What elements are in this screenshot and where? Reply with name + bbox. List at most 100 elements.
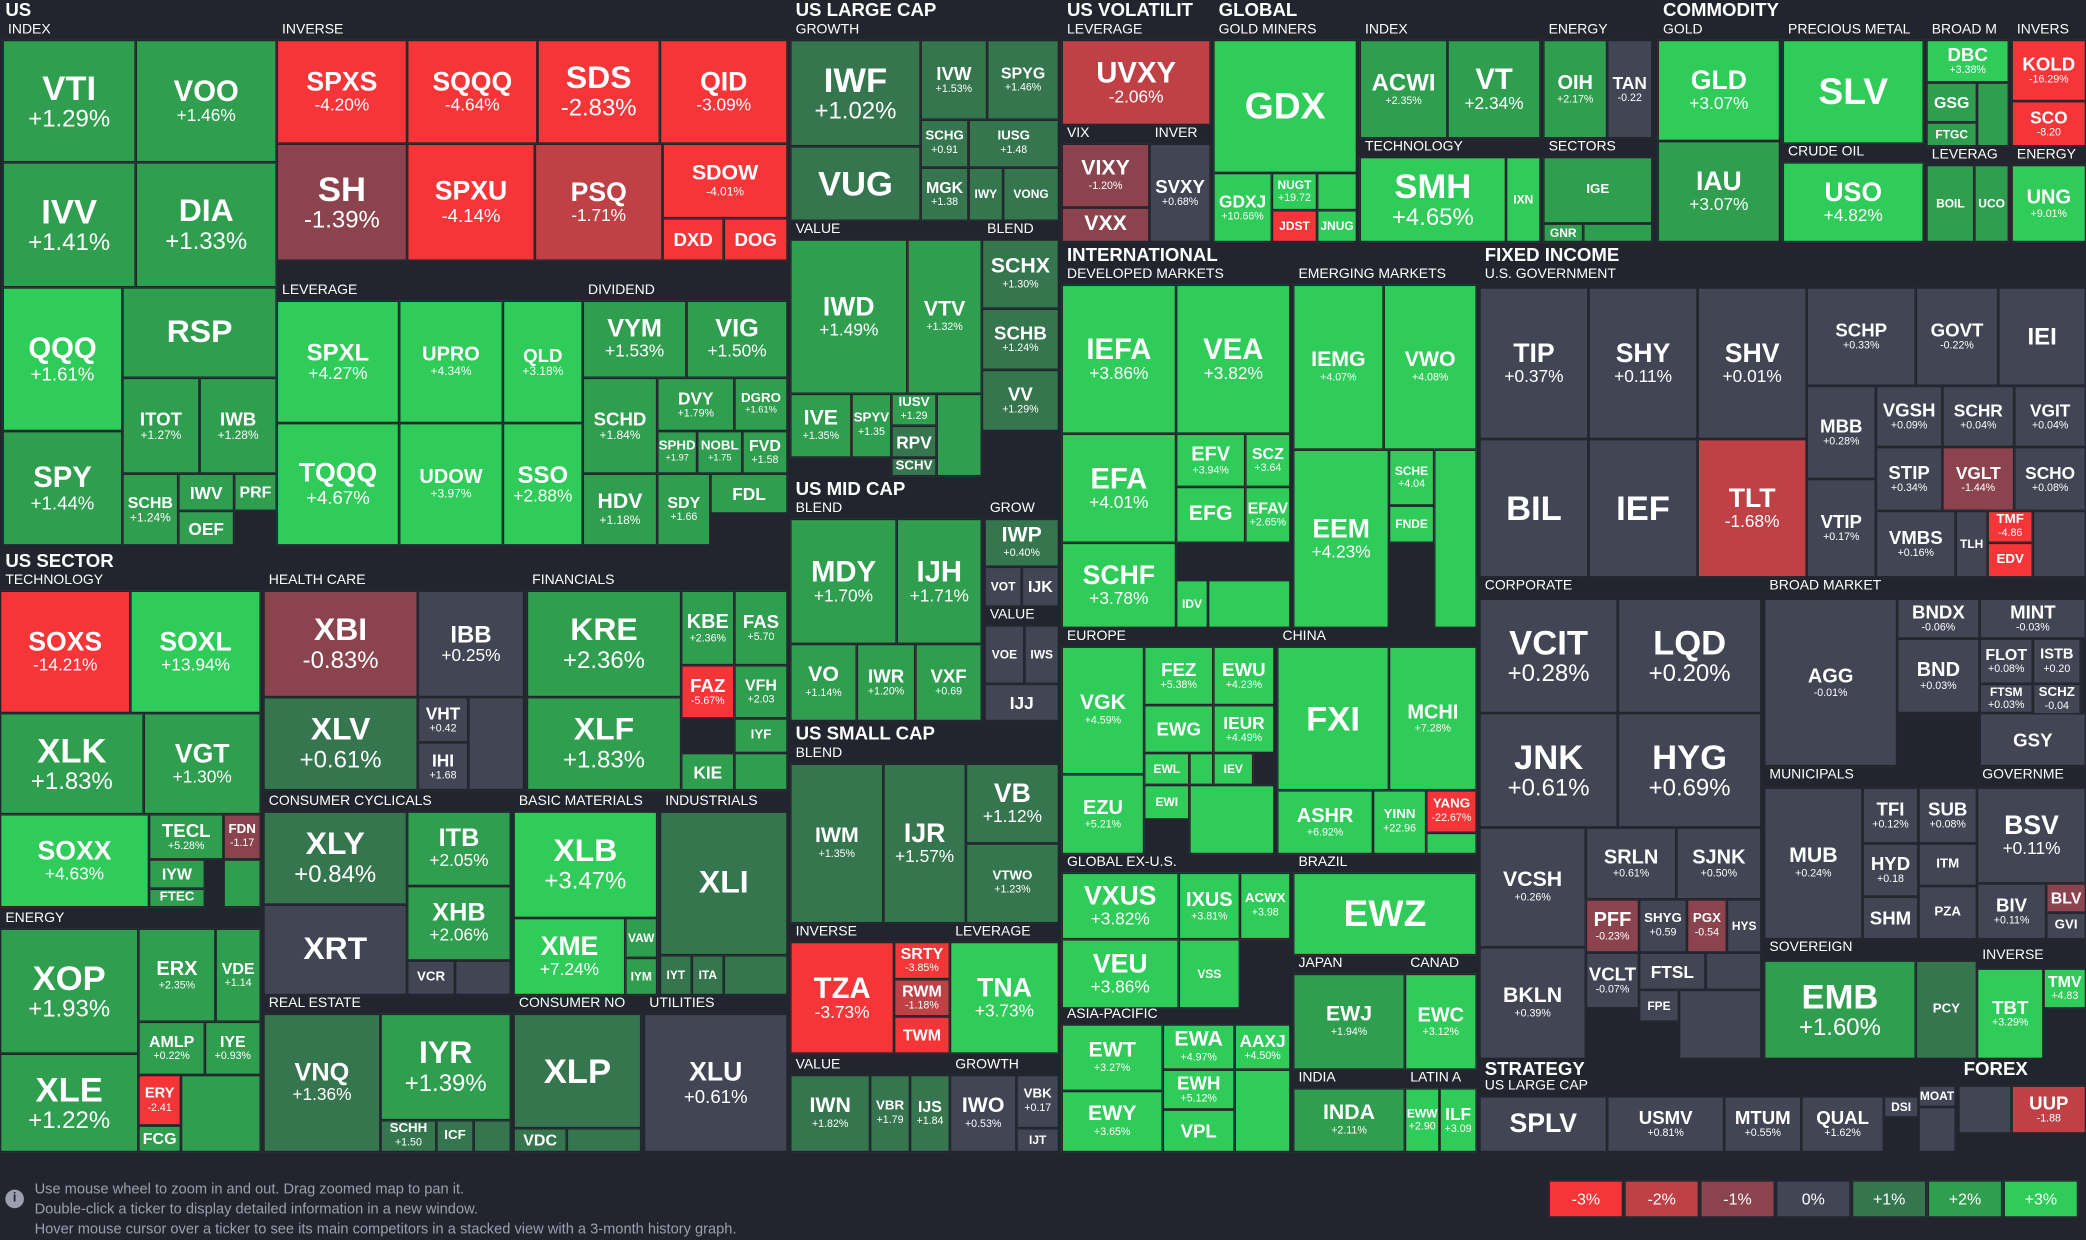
ticker-tile-voe[interactable]: VOE (984, 625, 1025, 684)
ticker-tile-vxf[interactable]: VXF +0.69 (915, 643, 982, 722)
ticker-tile-ief[interactable]: IEF (1588, 439, 1698, 578)
small-ticker-tile[interactable] (1434, 449, 1477, 628)
ticker-tile-gnr[interactable]: GNR (1543, 223, 1584, 243)
ticker-tile-iym[interactable]: IYM (625, 957, 658, 996)
ticker-tile-tbt[interactable]: TBT +3.29% (1976, 968, 2044, 1059)
ticker-tile-vcit[interactable]: VCIT +0.28% (1479, 598, 1618, 714)
ticker-tile-inda[interactable]: INDA +2.11% (1293, 1088, 1405, 1153)
ticker-tile-ilf[interactable]: ILF +3.09 (1439, 1088, 1477, 1153)
ticker-tile-sqqq[interactable]: SQQQ -4.64% (407, 39, 538, 144)
ticker-tile-fxi[interactable]: FXI (1277, 646, 1389, 791)
ticker-tile-xhb[interactable]: XHB +2.06% (407, 886, 511, 961)
ticker-tile-vbr[interactable]: VBR +1.79 (870, 1074, 910, 1153)
ticker-tile-iwn[interactable]: IWN +1.82% (790, 1074, 871, 1153)
small-ticker-tile[interactable] (180, 1074, 261, 1153)
ticker-tile-spyg[interactable]: SPYG +1.46% (987, 39, 1059, 120)
ticker-tile-tip[interactable]: TIP +0.37% (1479, 287, 1589, 440)
ticker-tile-iyt[interactable]: IYT (659, 955, 692, 996)
ticker-tile-jnug[interactable]: JNUG (1317, 210, 1358, 243)
ticker-tile-dog[interactable]: DOG (723, 218, 788, 261)
ticker-tile-efg[interactable]: EFG (1176, 486, 1246, 543)
ticker-tile-iau[interactable]: IAU +3.07% (1657, 141, 1781, 243)
ticker-tile-stip[interactable]: STIP +0.34% (1875, 447, 1943, 511)
small-ticker-tile[interactable] (936, 393, 982, 477)
ticker-tile-ixus[interactable]: IXUS +3.81% (1178, 872, 1240, 940)
ticker-tile-kold[interactable]: KOLD -16.29% (2011, 39, 2086, 102)
ticker-tile-vpl[interactable]: VPL (1162, 1109, 1235, 1153)
ticker-tile-vea[interactable]: VEA +3.82% (1176, 284, 1291, 434)
ticker-tile-ivv[interactable]: IVV +1.41% (2, 162, 136, 288)
ticker-tile-xrt[interactable]: XRT (263, 904, 408, 996)
ticker-tile-vtwo[interactable]: VTWO +1.23% (965, 843, 1059, 924)
ticker-tile-spyv[interactable]: SPYV +1.35 (851, 393, 892, 458)
ticker-tile-tmv[interactable]: TMV +4.83 (2043, 968, 2086, 1009)
ticker-tile-rpv[interactable]: RPV (891, 425, 937, 458)
ticker-tile-ewu[interactable]: EWU +4.23% (1213, 646, 1275, 706)
ticker-tile-yinn[interactable]: YINN +22.96 (1372, 790, 1427, 855)
ticker-tile-schb[interactable]: SCHB +1.24% (122, 473, 179, 546)
ticker-tile-tan[interactable]: TAN -0.22 (1607, 39, 1653, 139)
ticker-tile-xlu[interactable]: XLU +0.61% (643, 1013, 788, 1153)
ticker-tile-ijt[interactable]: IJT (1016, 1128, 1059, 1153)
ticker-tile-iefa[interactable]: IEFA +3.86% (1061, 284, 1177, 434)
ticker-tile-faz[interactable]: FAZ -5.67% (681, 665, 735, 719)
ticker-tile-splv[interactable]: SPLV (1479, 1096, 1608, 1153)
ticker-tile-ashr[interactable]: ASHR +6.92% (1277, 790, 1373, 855)
ticker-tile-vbk[interactable]: VBK +0.17 (1016, 1074, 1059, 1129)
ticker-tile-vxus[interactable]: VXUS +3.82% (1061, 872, 1179, 940)
ticker-tile-vb[interactable]: VB +1.12% (965, 763, 1059, 844)
ticker-tile-xbi[interactable]: XBI -0.83% (263, 590, 418, 698)
ticker-tile-scz[interactable]: SCZ +3.64 (1245, 433, 1291, 487)
ticker-tile-tfi[interactable]: TFI +0.12% (1862, 787, 1919, 844)
ticker-tile-tna[interactable]: TNA +3.73% (949, 941, 1059, 1054)
ticker-tile-xlf[interactable]: XLF +1.83% (526, 697, 682, 791)
small-ticker-tile[interactable] (1958, 1085, 2012, 1134)
small-ticker-tile[interactable] (566, 1128, 642, 1153)
ticker-tile-ung[interactable]: UNG +9.01% (2011, 164, 2086, 243)
ticker-tile-vht[interactable]: VHT +0.42 (417, 697, 469, 743)
ticker-tile-sjnk[interactable]: SJNK +0.50% (1676, 827, 1762, 900)
ticker-tile-soxl[interactable]: SOXL +13.94% (130, 590, 261, 714)
ticker-tile-ezu[interactable]: EZU +5.21% (1061, 774, 1145, 855)
ticker-tile-gvi[interactable]: GVI (2046, 912, 2086, 940)
ticker-tile-vss[interactable]: VSS (1178, 939, 1240, 1009)
ticker-tile-xlb[interactable]: XLB +3.47% (513, 811, 658, 918)
small-ticker-tile[interactable] (1976, 82, 2009, 147)
ticker-tile-soxs[interactable]: SOXS -14.21% (0, 590, 131, 714)
ticker-tile-rwm[interactable]: RWM -1.18% (894, 979, 950, 1017)
ticker-tile-vti[interactable]: VTI +1.29% (2, 39, 136, 163)
ticker-tile-sub[interactable]: SUB +0.08% (1918, 787, 1977, 844)
ticker-tile-nugt[interactable]: NUGT +19.72 (1271, 172, 1318, 211)
ticker-tile-mgk[interactable]: MGK +1.38 (920, 167, 969, 221)
ticker-tile-ive[interactable]: IVE +1.35% (790, 393, 852, 458)
ticker-tile-pcy[interactable]: PCY (1915, 960, 1977, 1059)
ticker-tile-iev[interactable]: IEV (1213, 753, 1254, 785)
ticker-tile-iyr[interactable]: IYR +1.39% (380, 1013, 511, 1121)
ticker-tile-gsg[interactable]: GSG (1926, 82, 1977, 123)
ticker-tile-bkln[interactable]: BKLN +0.39% (1479, 947, 1586, 1059)
ticker-tile-tecl[interactable]: TECL +5.28% (149, 814, 224, 860)
small-ticker-tile[interactable] (1426, 832, 1477, 855)
ticker-tile-oef[interactable]: OEF (178, 510, 235, 546)
ticker-tile-mtum[interactable]: MTUM +0.55% (1724, 1096, 1802, 1153)
ticker-tile-bil[interactable]: BIL (1479, 439, 1589, 578)
ticker-tile-idv[interactable]: IDV (1176, 580, 1209, 628)
ticker-tile-bsv[interactable]: BSV +0.11% (1976, 787, 2086, 884)
ticker-tile-iwy[interactable]: IWY (968, 167, 1004, 221)
ticker-tile-vig[interactable]: VIG +1.50% (686, 300, 788, 378)
ticker-tile-flot[interactable]: FLOT +0.08% (1979, 638, 2033, 684)
ticker-tile-efv[interactable]: EFV +3.94% (1176, 433, 1246, 487)
ticker-tile-ewy[interactable]: EWY +3.65% (1061, 1090, 1163, 1153)
ticker-tile-vo[interactable]: VO +1.14% (790, 643, 857, 722)
ticker-tile-xlk[interactable]: XLK +1.83% (0, 713, 144, 815)
ticker-tile-sso[interactable]: SSO +2.88% (502, 423, 583, 546)
ticker-tile-ieur[interactable]: IEUR +4.49% (1213, 705, 1275, 754)
ticker-tile-hyg[interactable]: HYG +0.69% (1617, 713, 1762, 828)
ticker-tile-fdl[interactable]: FDL (710, 473, 788, 514)
ticker-tile-shy[interactable]: SHY +0.11% (1588, 287, 1698, 440)
ticker-tile-vde[interactable]: VDE +1.14 (215, 928, 261, 1022)
ticker-tile-sdow[interactable]: SDOW -4.01% (662, 143, 788, 219)
ticker-tile-tlt[interactable]: TLT -1.68% (1697, 439, 1807, 578)
ticker-tile-dbc[interactable]: DBC +3.38% (1926, 39, 2009, 83)
ticker-tile-sds[interactable]: SDS -2.83% (537, 39, 660, 144)
